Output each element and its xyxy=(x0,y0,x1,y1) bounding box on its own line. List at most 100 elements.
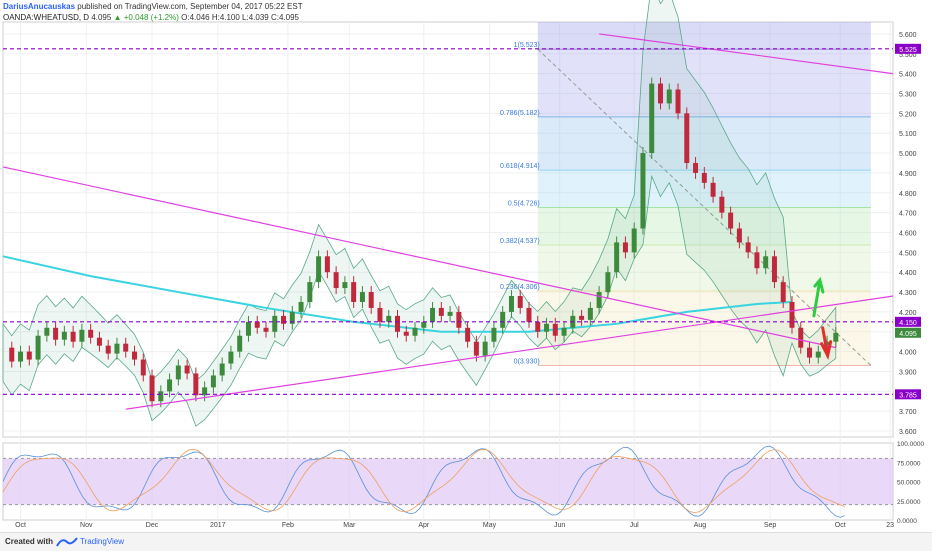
red-down-arrow-icon xyxy=(820,326,833,361)
fib-level-label: 0.236(4.306) xyxy=(500,284,540,291)
candle-body xyxy=(430,307,436,322)
candle-body xyxy=(798,327,804,348)
fib-zone xyxy=(537,22,871,50)
price-tick-label: 3.600 xyxy=(899,429,917,436)
last-price: 4.095 xyxy=(91,13,112,22)
candle-body xyxy=(693,162,699,173)
fib-level-label: 0.382(4.537) xyxy=(500,238,540,245)
price-tick-label: 3.700 xyxy=(899,409,917,416)
candle-body xyxy=(105,345,111,354)
tradingview-logo-icon[interactable] xyxy=(56,535,78,549)
candle-body xyxy=(561,327,567,336)
candle-body xyxy=(771,256,777,283)
footer: Created with TradingView xyxy=(0,532,932,551)
price-tick-label: 4.700 xyxy=(899,211,917,218)
candle-body xyxy=(44,327,50,336)
price-tick-label: 5.100 xyxy=(899,131,917,138)
time-tick-label: Mar xyxy=(343,522,356,529)
fib-zone xyxy=(537,49,871,117)
bollinger-band xyxy=(2,0,837,427)
stochastic-tick-label: 0.0000 xyxy=(897,518,917,525)
candle-body xyxy=(614,242,620,273)
price-tick-label: 5.600 xyxy=(899,32,917,39)
candle-body xyxy=(719,196,725,213)
candle-body xyxy=(377,307,383,322)
candle-body xyxy=(61,331,67,340)
time-tick-label: 2017 xyxy=(210,522,226,529)
candle-body xyxy=(596,292,602,308)
fib-level-label: 0.618(4.914) xyxy=(500,163,540,170)
candle-body xyxy=(710,182,716,197)
candle-body xyxy=(289,311,295,324)
green-up-arrow-icon xyxy=(812,276,825,318)
stochastic-tick-label: 75.0000 xyxy=(897,460,921,467)
candle-body xyxy=(447,311,453,316)
candle-body xyxy=(631,228,637,253)
candle-body xyxy=(333,272,339,289)
price-tick-label: 4.400 xyxy=(899,270,917,277)
candle-body xyxy=(666,89,672,104)
candle-body xyxy=(640,153,646,229)
price-tick-label: 5.200 xyxy=(899,111,917,118)
candle-body xyxy=(70,331,76,342)
candle-body xyxy=(649,83,655,154)
candle-body xyxy=(272,315,278,332)
price-badge-label: 4.150 xyxy=(899,320,917,327)
ohlc-values: O:4.046 H:4.100 L:4.039 C:4.095 xyxy=(181,13,299,22)
price-chart[interactable]: 5.600 5.500 5.400 5.300 5.200 5.100 5.000 4.900… xyxy=(0,0,932,532)
candle-body xyxy=(491,327,497,342)
price-badge xyxy=(895,43,921,54)
candle-body xyxy=(780,282,786,302)
time-tick-label: Aug xyxy=(694,522,707,529)
price-tick-label: 5.000 xyxy=(899,151,917,158)
fib-zone xyxy=(537,116,871,171)
fib-level-label: 0.5(4.726) xyxy=(508,200,540,207)
candle-body xyxy=(789,301,795,328)
candle-body xyxy=(149,375,155,402)
stochastic-tick-label: 50.0000 xyxy=(897,480,921,487)
candle-body xyxy=(210,375,216,388)
candle-body xyxy=(359,292,365,302)
time-tick-label: Sep xyxy=(764,522,777,529)
price-tick-label: 4.600 xyxy=(899,230,917,237)
candle-body xyxy=(263,327,269,332)
candle-body xyxy=(728,212,734,229)
time-tick-label: Jul xyxy=(630,522,639,529)
candle-body xyxy=(9,347,15,362)
symbol-label[interactable]: OANDA:WHEATUSD, D xyxy=(3,13,90,22)
candle-body xyxy=(473,341,479,356)
price-change: +0.048 (+1.2%) xyxy=(123,13,179,22)
tradingview-brand[interactable]: TradingView xyxy=(80,537,125,546)
candle-body xyxy=(26,351,32,360)
candle-body xyxy=(158,391,164,402)
candle-body xyxy=(456,311,462,328)
candle-body xyxy=(281,315,287,324)
candle-body xyxy=(517,296,523,308)
chart-header: DariusAnucauskas published on TradingVie… xyxy=(3,1,303,23)
publish-info: published on TradingView.com, September … xyxy=(77,2,303,11)
candle-body xyxy=(254,321,260,328)
candle-body xyxy=(815,351,821,358)
candle-body xyxy=(79,329,85,342)
candle-body xyxy=(544,323,550,332)
candle-body xyxy=(745,242,751,253)
candle-body xyxy=(807,347,813,358)
candle-body xyxy=(53,327,59,340)
candle-body xyxy=(403,331,409,336)
time-tick-label: May xyxy=(483,522,497,529)
candle-body xyxy=(526,307,532,322)
time-tick-label: Apr xyxy=(418,522,430,529)
price-tick-label: 5.300 xyxy=(899,91,917,98)
price-tick-label: 5.400 xyxy=(899,72,917,79)
author-name[interactable]: DariusAnucauskas xyxy=(3,2,76,11)
candle-body xyxy=(245,321,251,336)
candle-body xyxy=(202,387,208,396)
candle-body xyxy=(482,341,488,356)
candle-body xyxy=(736,228,742,243)
candle-body xyxy=(351,282,357,302)
candle-body xyxy=(167,379,173,392)
time-tick-label: Feb xyxy=(282,522,294,529)
fib-level-label: 0.786(5.182) xyxy=(500,110,540,117)
time-tick-label: Nov xyxy=(80,522,93,529)
candle-body xyxy=(833,332,839,342)
